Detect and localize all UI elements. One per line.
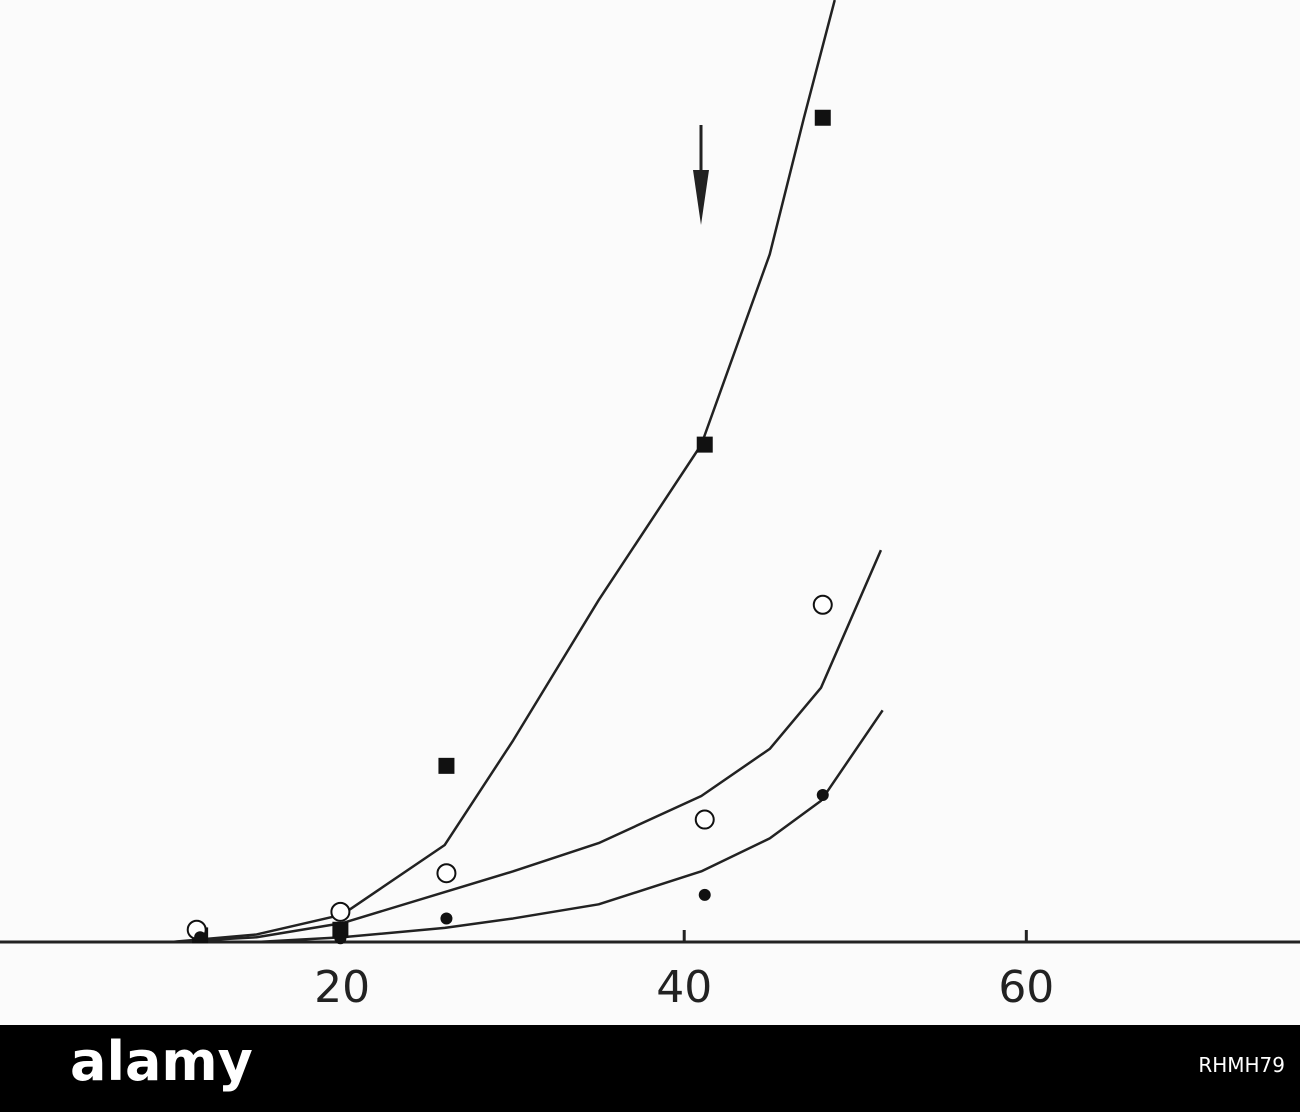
x-tick-label: 40 xyxy=(656,962,712,1013)
open-circle-point xyxy=(330,901,351,922)
open-circle-point xyxy=(436,863,457,884)
square-point xyxy=(332,921,349,938)
open-circle-point xyxy=(812,594,833,615)
fit-curve xyxy=(170,549,883,944)
dot-point xyxy=(698,888,711,901)
watermark-brand: alamy xyxy=(70,1030,253,1093)
x-tick-label: 60 xyxy=(998,962,1054,1013)
fit-curve xyxy=(256,709,884,944)
arrow xyxy=(693,125,709,225)
x-tick-label: 20 xyxy=(314,962,370,1013)
background xyxy=(0,0,1300,1025)
dot-point xyxy=(194,931,207,944)
watermark-id: RHMH79 xyxy=(1198,1053,1285,1077)
square-point xyxy=(814,109,831,126)
square-point xyxy=(438,757,455,774)
fit-curve xyxy=(170,0,836,944)
watermark-bar xyxy=(0,1025,1300,1112)
square-point xyxy=(696,436,713,453)
dot-point xyxy=(440,912,453,925)
dot-point xyxy=(334,932,347,945)
dot-point xyxy=(816,789,829,802)
open-circle-point xyxy=(694,809,715,830)
